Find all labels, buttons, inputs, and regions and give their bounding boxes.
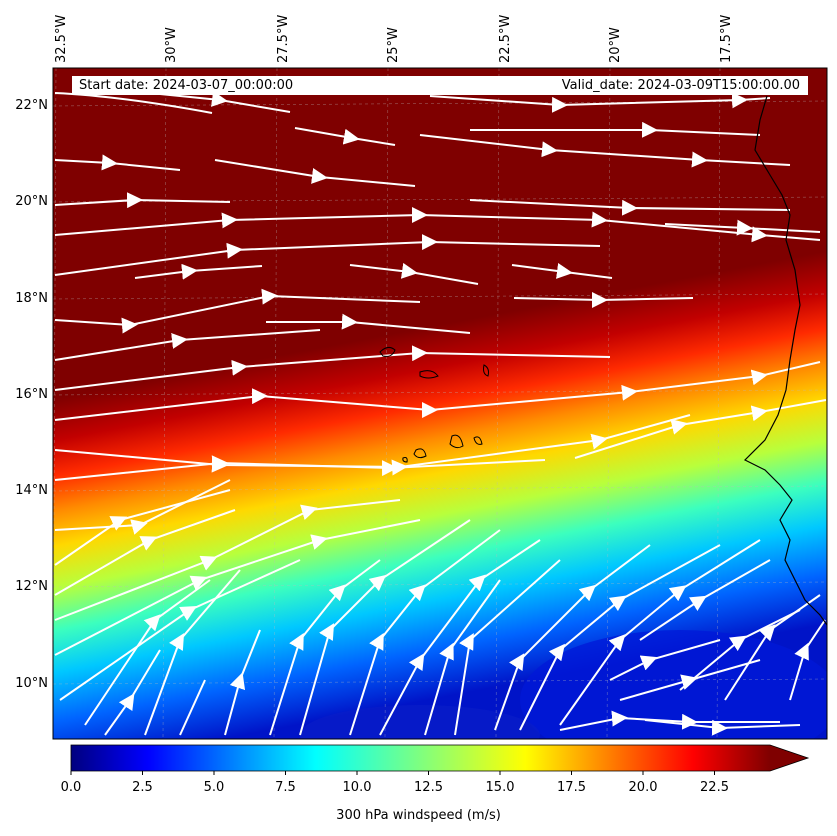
info-box: [72, 76, 808, 95]
colorbar-tick-label: 5.0: [203, 780, 225, 795]
start-date-label: Start date: 2024-03-07_00:00:00: [79, 78, 294, 93]
colorbar-tick-label: 2.5: [132, 780, 153, 795]
lat-label: 18°N: [15, 291, 48, 306]
colorbar-tick-label: 15.0: [485, 780, 515, 795]
colorbar-tick-label: 12.5: [414, 780, 443, 795]
colorbar-tick-label: 20.0: [628, 780, 658, 795]
colorbar-title: 300 hPa windspeed (m/s): [336, 808, 501, 823]
colorbar-tick-label: 7.5: [275, 780, 296, 795]
colorbar-tick-label: 0.0: [60, 780, 82, 795]
lat-label: 14°N: [15, 483, 48, 498]
lat-label: 10°N: [15, 676, 48, 691]
valid-date-label: Valid_date: 2024-03-09T15:00:00.00: [561, 78, 800, 93]
colorbar: [70, 744, 810, 775]
lat-label: 20°N: [15, 194, 48, 209]
lon-label: 25°W: [386, 27, 401, 63]
lon-label: 30°W: [164, 27, 179, 63]
lat-label: 12°N: [15, 579, 48, 594]
lat-label: 22°N: [15, 98, 48, 113]
colorbar-tick-label: 10.0: [342, 780, 372, 795]
colorbar-tick-label: 17.5: [557, 780, 586, 795]
lon-label: 17.5°W: [719, 14, 734, 63]
africa-coastline: [743, 95, 827, 626]
lon-label: 20°W: [608, 27, 623, 63]
streamlines: [54, 90, 827, 736]
lon-label: 22.5°W: [498, 14, 513, 63]
lon-label: 27.5°W: [276, 14, 291, 63]
colorbar-tick-label: 22.5: [700, 780, 729, 795]
lon-label: 32.5°W: [54, 14, 69, 63]
cape-verde-islands: [379, 346, 489, 463]
map-frame: [52, 67, 828, 740]
lat-label: 16°N: [15, 387, 48, 402]
